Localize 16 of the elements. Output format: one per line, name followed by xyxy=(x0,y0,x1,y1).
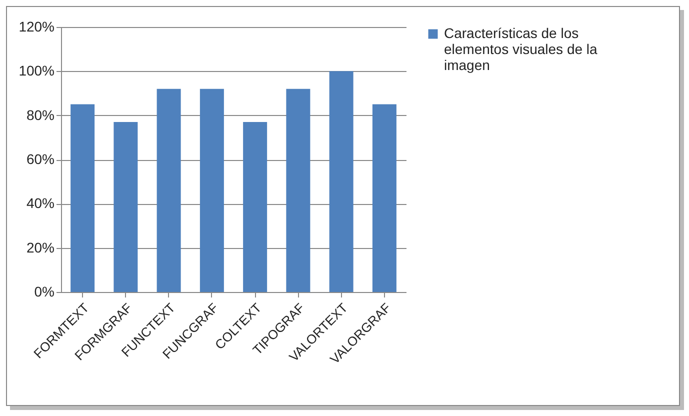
y-tick-label: 20% xyxy=(26,239,54,256)
y-tick-label: 0% xyxy=(34,284,54,300)
bar xyxy=(286,88,310,292)
y-tick-label: 40% xyxy=(26,195,54,212)
bar xyxy=(70,104,95,292)
bar xyxy=(329,71,354,292)
y-tick-label: 100% xyxy=(18,62,54,79)
bar xyxy=(200,88,224,292)
bar xyxy=(372,104,396,292)
y-tick-label: 80% xyxy=(26,106,54,123)
bar xyxy=(156,88,181,292)
legend-label: Características de los elementos visuales de la imagen xyxy=(444,25,598,73)
y-tick-label: 60% xyxy=(26,151,54,167)
bar xyxy=(114,122,138,292)
bar xyxy=(243,122,268,292)
y-tick-label: 120% xyxy=(18,18,54,34)
